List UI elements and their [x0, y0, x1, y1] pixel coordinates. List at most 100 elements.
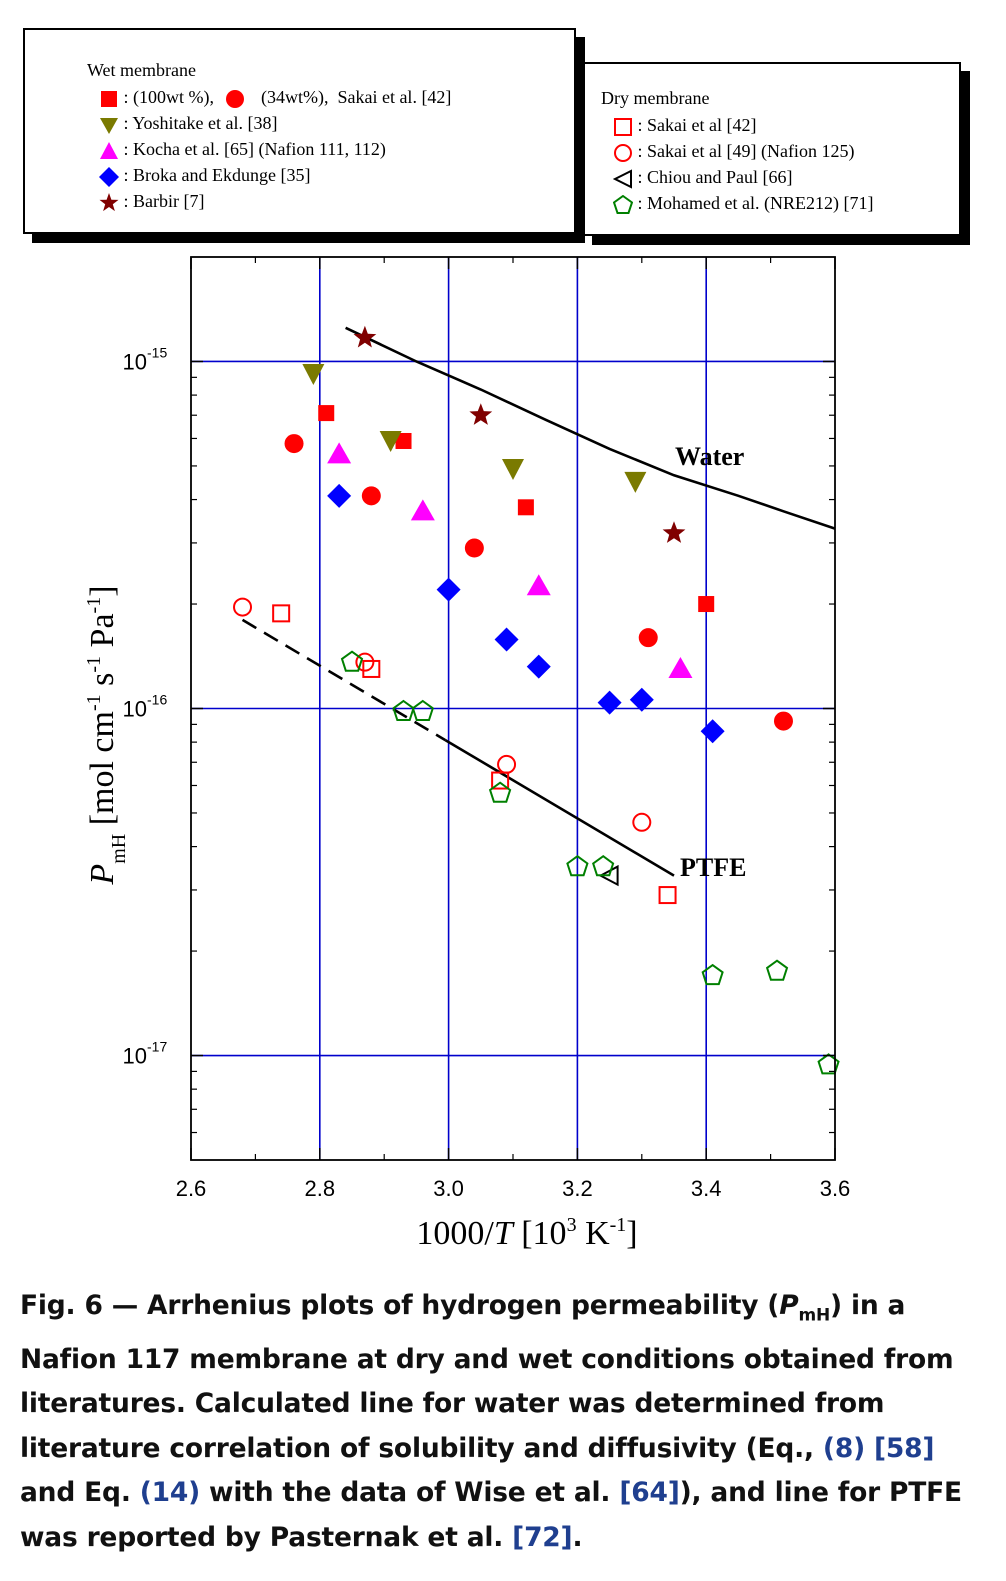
caption-text-4: ), and line for PTFE was reported by Pas…: [20, 1477, 962, 1553]
data-point-triangle-up-filled: [410, 499, 435, 521]
ref-eq-8[interactable]: (8): [822, 1432, 865, 1464]
caption-text-1: ) in a Nafion 117 membrane at dry and we…: [20, 1290, 954, 1464]
caption-prefix: Fig. 6 — Arrhenius plots of hydrogen per…: [20, 1290, 780, 1321]
data-point-triangle-down-filled: [302, 364, 325, 386]
data-point-star-filled: [662, 521, 686, 543]
legend-dry-row2: : Sakai et al [49] (Nafion 125): [637, 141, 855, 161]
data-point-square-open: [658, 886, 677, 905]
legend-dry-row4: : Mohamed et al. (NRE212) [71]: [637, 193, 874, 213]
ptfe-line-label: PTFE: [680, 853, 746, 882]
caption-symbol: P: [779, 1290, 799, 1321]
data-point-diamond-filled: [494, 627, 519, 652]
legend-dry-membrane: Dry membrane : Sakai et al [42] : Sakai …: [583, 62, 961, 236]
ref-58[interactable]: [58]: [874, 1432, 935, 1464]
legend-wet-membrane: Wet membrane : (100wt %), (34wt%), Sakai…: [23, 28, 576, 234]
filled-square-icon: [101, 90, 117, 107]
plot-frame: [190, 256, 836, 1161]
y-tick-label: 10: [123, 1044, 147, 1069]
y-tick-exponent: -17: [147, 1039, 167, 1055]
legend-wet-row5: : Barbir [7]: [123, 191, 205, 211]
y-tick-exponent: -15: [147, 344, 167, 360]
x-tick-label: 2.8: [305, 1176, 336, 1201]
y-tick-exponent: -16: [147, 692, 167, 708]
data-point-circle-filled: [773, 711, 793, 731]
ref-64[interactable]: [64]: [619, 1477, 680, 1509]
caption-text-2: and Eq.: [20, 1477, 140, 1509]
data-point-circle-open: [632, 812, 652, 832]
legend-dry-row-mohamed: : Mohamed et al. (NRE212) [71]: [612, 192, 874, 215]
filled-star-icon: [99, 192, 119, 211]
legend-wet-row-yoshitake: : Yoshitake et al. [38]: [99, 112, 277, 135]
data-point-pentagon-open: [566, 854, 589, 877]
filled-diamond-icon: [99, 166, 119, 187]
x-tick-label: 3.4: [691, 1176, 722, 1201]
data-point-triangle-up-filled: [668, 656, 693, 678]
y-tick-label: 10: [123, 697, 147, 722]
data-point-diamond-filled: [700, 719, 725, 744]
data-point-circle-open: [355, 652, 375, 672]
model-lines: [241, 326, 836, 877]
open-circle-icon: [614, 143, 632, 162]
data-point-circle-open: [497, 754, 517, 774]
legend-wet-row-barbir: : Barbir [7]: [99, 190, 204, 213]
legend-wet-row3: : Kocha et al. [65] (Nafion 111, 112): [123, 139, 386, 159]
data-point-triangle-down-filled: [502, 458, 524, 480]
open-pentagon-icon: [612, 194, 634, 214]
data-point-star-filled: [353, 325, 377, 348]
legend-dry-row3: : Chiou and Paul [66]: [637, 167, 793, 187]
data-point-triangle-down-filled: [624, 471, 647, 493]
data-point-triangle-up-filled: [327, 442, 352, 464]
legend-dry-row-chiou: : Chiou and Paul [66]: [612, 166, 793, 189]
data-point-diamond-filled: [629, 687, 654, 712]
ptfe-line-solid: [444, 738, 675, 877]
data-point-circle-filled: [638, 628, 658, 648]
legend-wet-title: Wet membrane: [87, 60, 197, 80]
legend-dry-row1: : Sakai et al [42]: [637, 115, 757, 135]
caption-text-3: with the data of Wise et al.: [200, 1477, 620, 1509]
legend-dry-row-sakai49: : Sakai et al [49] (Nafion 125): [613, 140, 854, 163]
legend-dry-row-sakai42: : Sakai et al [42]: [613, 114, 756, 137]
legend-wet-row2: : Yoshitake et al. [38]: [123, 113, 278, 133]
water-model-line: [345, 326, 836, 530]
open-square-icon: [614, 117, 632, 136]
data-point-pentagon-open: [592, 854, 615, 877]
x-tick-label: 3.0: [433, 1176, 464, 1201]
data-point-diamond-filled: [327, 483, 352, 508]
x-tick-label: 3.2: [562, 1176, 593, 1201]
y-tick-label: 10: [123, 349, 147, 374]
grid-lines: [191, 257, 835, 1160]
data-point-circle-filled: [284, 434, 304, 454]
data-point-pentagon-open: [411, 699, 434, 721]
ref-eq-14[interactable]: (14): [139, 1477, 201, 1509]
filled-circle-icon: [226, 89, 245, 108]
data-point-pentagon-open: [765, 959, 789, 981]
data-point-circle-filled: [464, 538, 484, 558]
x-tick-label: 3.6: [820, 1176, 851, 1201]
data-point-square-filled: [318, 405, 335, 422]
caption-subscript: mH: [798, 1305, 831, 1326]
data-point-diamond-filled: [436, 577, 461, 602]
filled-triangle-up-icon: [100, 141, 118, 159]
legend-wet-row4: : Broka and Ekdunge [35]: [123, 165, 311, 185]
legend-wet-row-kocha: : Kocha et al. [65] (Nafion 111, 112): [99, 138, 386, 161]
caption-text-5: .: [572, 1521, 583, 1553]
data-point-square-filled: [395, 432, 412, 449]
legend-wet-row1-a: : (100wt %),: [123, 87, 214, 107]
data-point-pentagon-open: [488, 781, 512, 803]
water-line-label: Water: [675, 442, 744, 471]
y-axis-label: PmH [mol cm-1 s-1 Pa-1]: [83, 585, 130, 885]
legend-wet-row-sakai: : (100wt %), (34wt%), Sakai et al. [42]: [99, 86, 451, 110]
data-markers: [233, 325, 840, 1075]
data-point-star-filled: [469, 403, 493, 425]
data-point-square-open: [491, 771, 510, 790]
data-point-triangle-down-filled: [379, 430, 402, 452]
open-triangle-left-icon: [612, 169, 632, 189]
data-point-triangle-up-filled: [526, 574, 551, 596]
data-point-circle-filled: [361, 486, 381, 506]
filled-triangle-down-icon: [100, 117, 118, 134]
ref-72[interactable]: [72]: [512, 1521, 573, 1553]
figure: Wet membrane : (100wt %), (34wt%), Sakai…: [23, 28, 961, 1252]
data-point-square-filled: [517, 499, 534, 516]
